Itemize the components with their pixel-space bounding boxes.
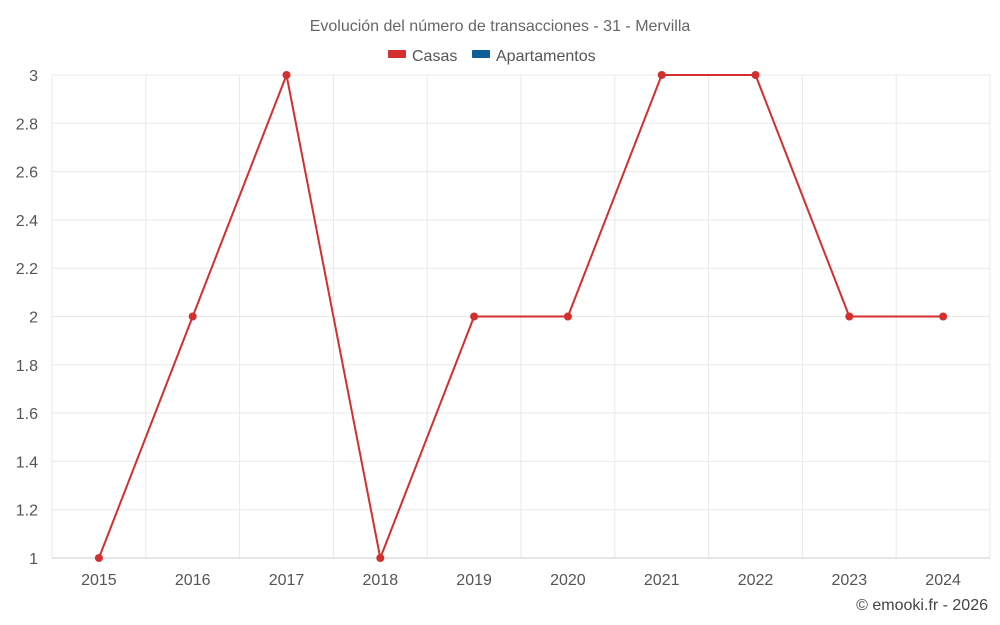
y-tick-label: 3 [29, 68, 38, 85]
y-tick-label: 2.8 [16, 116, 38, 133]
legend-swatch-apartamentos [472, 50, 490, 58]
x-tick-label: 2023 [832, 572, 868, 589]
y-tick-label: 1.6 [16, 406, 38, 423]
x-tick-label: 2016 [175, 572, 211, 589]
data-point[interactable] [845, 312, 854, 321]
y-tick-label: 2.4 [16, 213, 38, 230]
y-tick-label: 1.2 [16, 503, 38, 520]
series [94, 71, 948, 562]
x-tick-label: 2015 [81, 572, 117, 589]
y-tick-label: 1.4 [16, 454, 38, 471]
y-tick-label: 2.6 [16, 165, 38, 182]
y-tick-label: 2.2 [16, 261, 38, 278]
y-axis-ticks: 1 1.2 1.4 1.6 1.8 2 2.2 2.4 2.6 2.8 3 [16, 68, 38, 568]
data-point[interactable] [94, 554, 103, 562]
x-axis-ticks: 2015 2016 2017 2018 2019 2020 2021 2022 2023 2024 [81, 572, 961, 589]
legend-label-apartamentos[interactable]: Apartamentos [496, 48, 596, 65]
x-tick-label: 2020 [550, 572, 586, 589]
legend-swatch-casas [388, 50, 406, 58]
data-point[interactable] [751, 71, 760, 79]
data-point[interactable] [563, 312, 572, 321]
data-point[interactable] [282, 71, 291, 79]
x-tick-label: 2021 [644, 572, 680, 589]
x-tick-label: 2017 [269, 572, 305, 589]
data-point[interactable] [188, 312, 197, 321]
y-tick-label: 1 [29, 551, 38, 568]
y-tick-label: 2 [29, 310, 38, 327]
legend-label-casas[interactable]: Casas [412, 48, 457, 65]
x-tick-label: 2022 [738, 572, 774, 589]
credit-text: © emooki.fr - 2026 [856, 597, 988, 614]
legend[interactable]: Casas Apartamentos [388, 48, 596, 65]
x-tick-label: 2019 [456, 572, 492, 589]
data-point[interactable] [376, 554, 385, 562]
data-point[interactable] [657, 71, 666, 79]
y-tick-label: 1.8 [16, 358, 38, 375]
x-tick-label: 2018 [363, 572, 399, 589]
series-line-casas [97, 74, 944, 559]
chart-title: Evolución del número de transacciones - … [310, 18, 691, 35]
data-point[interactable] [939, 312, 948, 321]
x-tick-label: 2024 [925, 572, 961, 589]
data-point[interactable] [470, 312, 479, 321]
